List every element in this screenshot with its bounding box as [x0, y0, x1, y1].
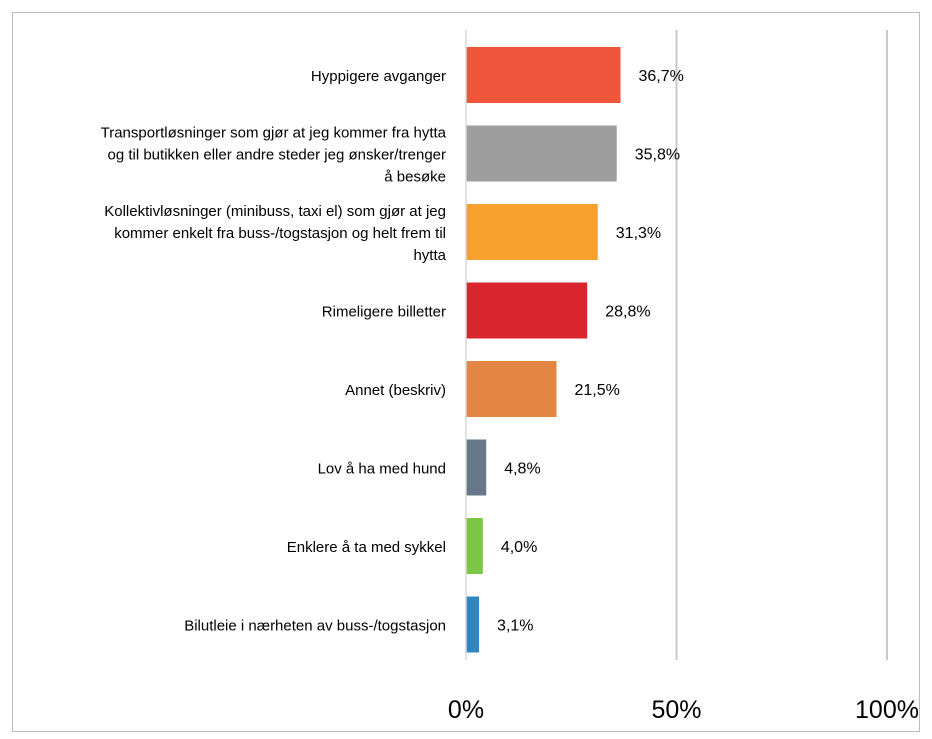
value-label-2: 35,8% — [635, 147, 680, 164]
value-label-1: 36,7% — [639, 68, 684, 85]
bar-3 — [466, 204, 598, 260]
category-label-1: Hyppigere avganger — [311, 68, 446, 85]
bar-8 — [466, 596, 480, 653]
bar-2 — [466, 125, 617, 182]
category-label-5: Annet (beskriv) — [345, 382, 446, 399]
bar-7 — [466, 518, 483, 574]
value-label-3: 31,3% — [616, 225, 661, 242]
value-label-5: 21,5% — [575, 382, 620, 399]
bar-1 — [466, 47, 621, 103]
category-label-4: Rimeligere billetter — [322, 304, 446, 321]
category-label-7: Enklere å ta med sykkel — [287, 539, 446, 556]
x-tick-label-0: 0% — [448, 696, 484, 724]
value-label-6: 4,8% — [504, 461, 540, 478]
bar-5 — [466, 361, 557, 417]
x-tick-label-50: 50% — [651, 696, 701, 724]
x-tick-label-100: 100% — [855, 696, 919, 724]
category-label-8: Bilutleie i nærheten av buss-/togstasjon — [184, 618, 446, 635]
category-label-6: Lov å ha med hund — [318, 461, 446, 478]
category-label-2: Transportløsninger som gjør at jeg komme… — [101, 125, 447, 186]
category-label-3: Kollektivløsninger (minibuss, taxi el) s… — [104, 203, 446, 264]
value-label-8: 3,1% — [497, 618, 533, 635]
bar-4 — [466, 282, 588, 339]
bar-6 — [466, 439, 487, 496]
value-label-4: 28,8% — [605, 304, 650, 321]
value-label-7: 4,0% — [501, 539, 537, 556]
